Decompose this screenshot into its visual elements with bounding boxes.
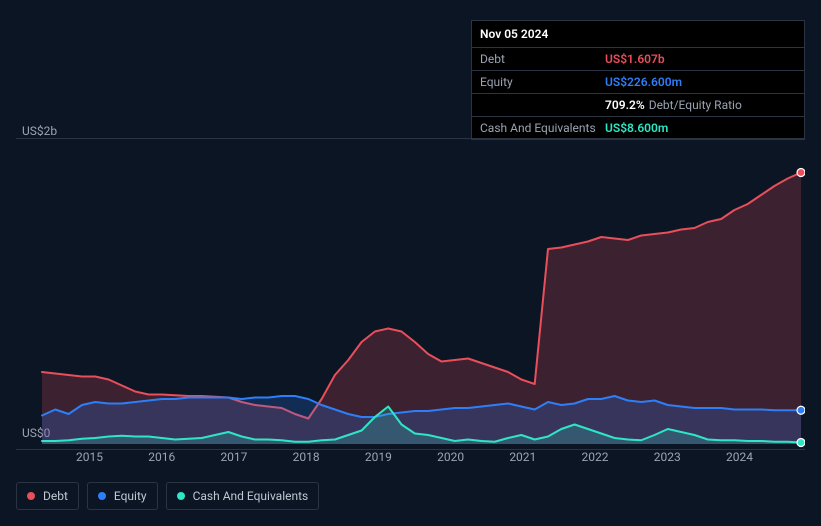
x-axis-labels: 2015 2016 2017 2018 2019 2020 2021 2022 2023 2024 bbox=[16, 450, 805, 470]
tooltip-row-value: 709.2% bbox=[605, 98, 645, 112]
legend-item-label: Equity bbox=[114, 489, 147, 503]
legend: Debt Equity Cash And Equivalents bbox=[16, 482, 319, 510]
tooltip-row: DebtUS$1.607b bbox=[472, 48, 804, 71]
legend-item-equity[interactable]: Equity bbox=[87, 482, 158, 510]
x-tick-label: 2024 bbox=[726, 450, 753, 470]
legend-dot-icon bbox=[27, 492, 35, 500]
legend-item-cash-and-equivalents[interactable]: Cash And Equivalents bbox=[166, 482, 320, 510]
tooltip-row-value: US$226.600m bbox=[605, 75, 682, 89]
x-tick-label: 2017 bbox=[220, 450, 247, 470]
chart-plot-area[interactable] bbox=[16, 138, 805, 450]
tooltip-row: 709.2% Debt/Equity Ratio bbox=[472, 94, 804, 117]
tooltip-card: Nov 05 2024 DebtUS$1.607bEquityUS$226.60… bbox=[471, 20, 805, 140]
x-tick-label: 2023 bbox=[654, 450, 681, 470]
x-tick-label: 2020 bbox=[437, 450, 464, 470]
tooltip-row-label: Equity bbox=[480, 75, 605, 89]
tooltip-row-value: US$1.607b bbox=[605, 52, 665, 66]
legend-dot-icon bbox=[177, 492, 185, 500]
cash-series-end-marker-icon bbox=[797, 439, 805, 447]
tooltip-date: Nov 05 2024 bbox=[472, 21, 804, 48]
x-tick-label: 2015 bbox=[76, 450, 103, 470]
legend-item-label: Cash And Equivalents bbox=[193, 489, 309, 503]
legend-dot-icon bbox=[98, 492, 106, 500]
x-tick-label: 2019 bbox=[365, 450, 392, 470]
x-tick-label: 2018 bbox=[293, 450, 320, 470]
equity-series-end-marker-icon bbox=[797, 406, 805, 414]
debt-series-end-marker-icon bbox=[797, 169, 805, 177]
x-tick-label: 2016 bbox=[148, 450, 175, 470]
tooltip-row-value: US$8.600m bbox=[605, 121, 668, 135]
legend-item-label: Debt bbox=[43, 489, 68, 503]
y-axis-max-label: US$2b bbox=[22, 124, 57, 138]
tooltip-row-label: Debt bbox=[480, 52, 605, 66]
tooltip-row-extra: Debt/Equity Ratio bbox=[649, 98, 742, 112]
legend-item-debt[interactable]: Debt bbox=[16, 482, 79, 510]
x-tick-label: 2022 bbox=[582, 450, 609, 470]
tooltip-row: Cash And EquivalentsUS$8.600m bbox=[472, 117, 804, 139]
tooltip-row: EquityUS$226.600m bbox=[472, 71, 804, 94]
chart-container: Nov 05 2024 DebtUS$1.607bEquityUS$226.60… bbox=[0, 0, 821, 526]
tooltip-row-label: Cash And Equivalents bbox=[480, 121, 605, 135]
x-tick-label: 2021 bbox=[509, 450, 536, 470]
